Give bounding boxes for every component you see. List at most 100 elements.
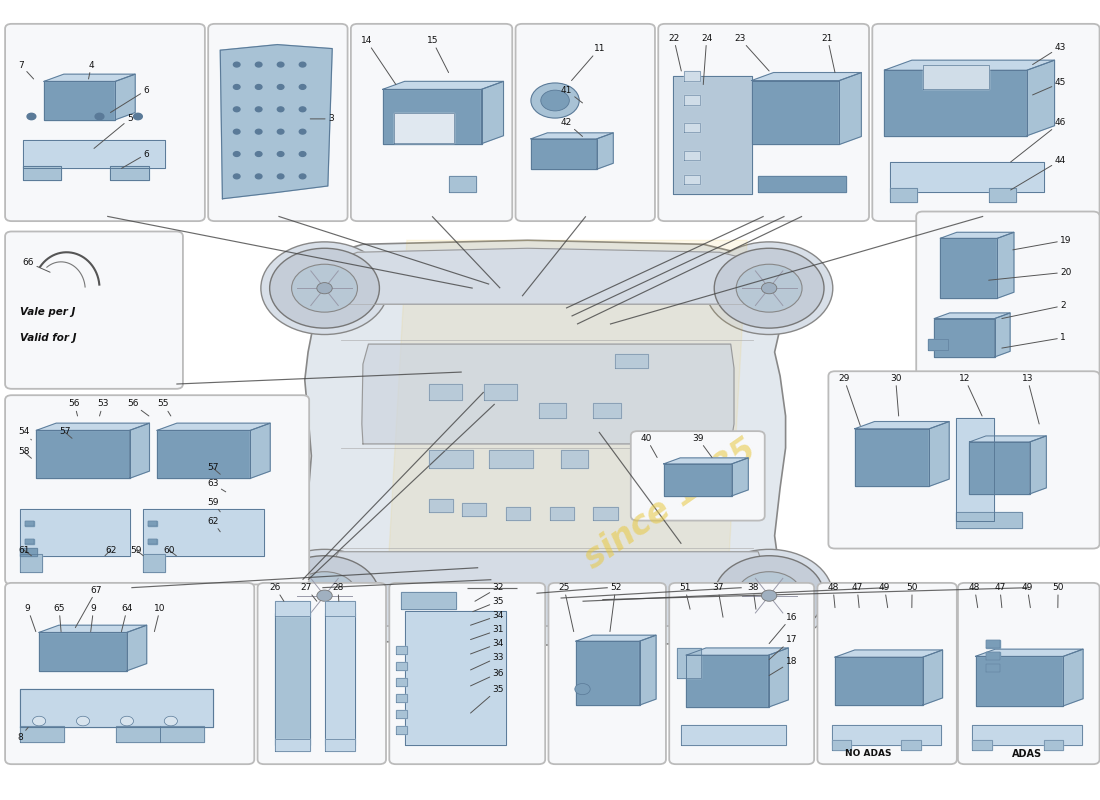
Polygon shape — [832, 740, 851, 750]
Text: 45: 45 — [1033, 78, 1066, 95]
Polygon shape — [835, 650, 943, 657]
Circle shape — [736, 264, 802, 312]
Circle shape — [277, 107, 284, 112]
Polygon shape — [116, 726, 160, 742]
Polygon shape — [44, 82, 116, 120]
Polygon shape — [324, 739, 355, 751]
Polygon shape — [751, 73, 861, 81]
FancyBboxPatch shape — [828, 371, 1100, 549]
Polygon shape — [126, 626, 146, 670]
Text: 55: 55 — [157, 399, 170, 416]
Polygon shape — [362, 344, 734, 444]
Text: since 1985: since 1985 — [579, 432, 762, 575]
Text: 53: 53 — [97, 399, 109, 416]
Polygon shape — [396, 678, 407, 686]
Text: 9: 9 — [90, 604, 97, 631]
Text: 50: 50 — [906, 583, 917, 608]
Polygon shape — [994, 313, 1010, 357]
Text: 9: 9 — [25, 604, 36, 631]
Text: 15: 15 — [427, 36, 449, 73]
Text: 41: 41 — [561, 86, 583, 103]
Text: 3: 3 — [310, 114, 333, 123]
Polygon shape — [21, 689, 212, 727]
Text: 62: 62 — [207, 517, 220, 532]
Polygon shape — [23, 141, 165, 169]
Circle shape — [277, 174, 284, 178]
Text: Vale per J: Vale per J — [21, 307, 76, 317]
Polygon shape — [275, 614, 310, 745]
Polygon shape — [396, 710, 407, 718]
Text: 2: 2 — [1002, 302, 1066, 318]
Text: 38: 38 — [747, 583, 759, 610]
Polygon shape — [506, 507, 530, 520]
Polygon shape — [832, 725, 942, 745]
Polygon shape — [972, 740, 992, 750]
Polygon shape — [44, 74, 135, 82]
Circle shape — [299, 62, 306, 67]
Polygon shape — [110, 166, 148, 180]
Text: 22: 22 — [668, 34, 681, 71]
Text: 52: 52 — [610, 583, 621, 631]
Text: 1: 1 — [1002, 334, 1066, 348]
Polygon shape — [462, 503, 486, 516]
Polygon shape — [324, 602, 355, 616]
Polygon shape — [597, 133, 613, 170]
Polygon shape — [923, 650, 943, 705]
Polygon shape — [615, 354, 648, 368]
Text: 34: 34 — [471, 611, 504, 626]
FancyBboxPatch shape — [389, 583, 546, 764]
Polygon shape — [429, 499, 453, 512]
Text: 37: 37 — [712, 583, 724, 618]
Polygon shape — [639, 635, 656, 705]
Polygon shape — [969, 442, 1030, 494]
Text: 47: 47 — [994, 583, 1005, 608]
FancyBboxPatch shape — [658, 24, 869, 221]
FancyBboxPatch shape — [872, 24, 1100, 221]
Text: 61: 61 — [19, 546, 32, 556]
Text: 11: 11 — [572, 44, 605, 81]
Circle shape — [541, 90, 570, 111]
Text: 28: 28 — [332, 583, 343, 602]
Text: 16: 16 — [769, 613, 798, 643]
Text: 56: 56 — [69, 399, 80, 416]
Text: 30: 30 — [890, 374, 901, 416]
Text: 33: 33 — [471, 653, 504, 670]
Polygon shape — [769, 648, 789, 707]
FancyBboxPatch shape — [6, 583, 254, 764]
Text: 67: 67 — [75, 586, 102, 628]
Text: 6: 6 — [121, 150, 150, 169]
Polygon shape — [940, 232, 1014, 238]
Circle shape — [705, 550, 833, 642]
Polygon shape — [676, 647, 701, 678]
Polygon shape — [758, 176, 846, 192]
Polygon shape — [751, 81, 839, 145]
Polygon shape — [251, 423, 271, 478]
Circle shape — [120, 716, 133, 726]
Polygon shape — [672, 76, 751, 194]
Text: 49: 49 — [1022, 583, 1033, 608]
Polygon shape — [324, 248, 763, 304]
Circle shape — [233, 85, 240, 90]
Circle shape — [277, 62, 284, 67]
Text: 43: 43 — [1033, 42, 1066, 65]
FancyBboxPatch shape — [630, 431, 764, 521]
Circle shape — [277, 130, 284, 134]
Circle shape — [736, 572, 802, 620]
Text: 13: 13 — [1022, 374, 1040, 424]
Text: 49: 49 — [879, 583, 890, 608]
Text: 7: 7 — [19, 61, 34, 79]
Circle shape — [705, 242, 833, 334]
Circle shape — [277, 85, 284, 90]
Polygon shape — [683, 151, 700, 161]
Polygon shape — [394, 113, 454, 143]
Text: 21: 21 — [822, 34, 835, 73]
FancyBboxPatch shape — [351, 24, 513, 221]
Polygon shape — [396, 726, 407, 734]
Text: 62: 62 — [104, 546, 117, 556]
Circle shape — [233, 107, 240, 112]
Polygon shape — [160, 726, 204, 742]
Circle shape — [164, 716, 177, 726]
Text: 58: 58 — [19, 447, 32, 458]
Polygon shape — [23, 166, 62, 180]
Circle shape — [575, 683, 591, 694]
